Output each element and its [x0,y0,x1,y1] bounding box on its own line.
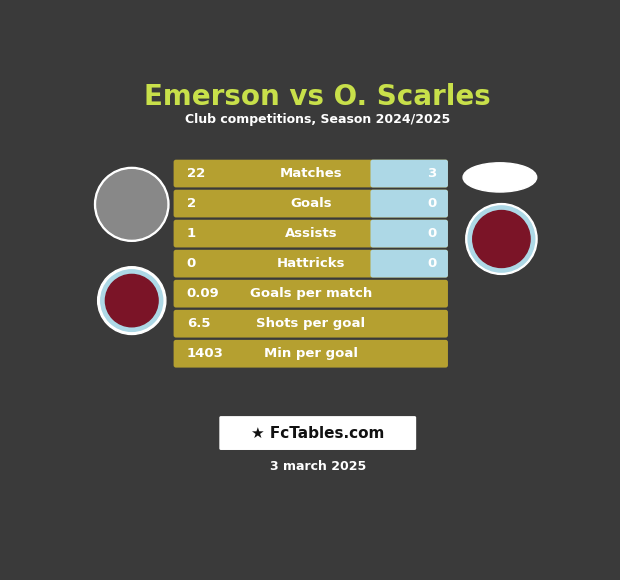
Text: 1: 1 [187,227,196,240]
FancyBboxPatch shape [174,310,448,338]
Text: Min per goal: Min per goal [264,347,358,360]
Text: 1403: 1403 [187,347,224,360]
Text: Club competitions, Season 2024/2025: Club competitions, Season 2024/2025 [185,113,450,126]
Text: 0.09: 0.09 [187,287,219,300]
FancyBboxPatch shape [219,416,416,450]
Text: 2: 2 [187,197,196,210]
FancyBboxPatch shape [371,250,448,277]
Circle shape [100,270,162,331]
FancyBboxPatch shape [174,190,448,218]
Text: 3: 3 [427,167,436,180]
FancyBboxPatch shape [174,250,448,277]
FancyBboxPatch shape [174,340,448,368]
Text: Goals per match: Goals per match [250,287,372,300]
Text: 0: 0 [427,197,436,210]
Text: ★ FcTables.com: ★ FcTables.com [251,426,384,441]
Text: Matches: Matches [280,167,342,180]
FancyBboxPatch shape [371,160,448,187]
Text: Assists: Assists [285,227,337,240]
Text: Hattricks: Hattricks [277,257,345,270]
Text: 6.5: 6.5 [187,317,210,330]
Circle shape [98,267,166,335]
Text: 22: 22 [187,167,205,180]
Text: Emerson vs O. Scarles: Emerson vs O. Scarles [144,82,491,111]
Circle shape [105,274,158,327]
Text: 0: 0 [427,257,436,270]
Circle shape [94,168,169,241]
FancyBboxPatch shape [371,220,448,248]
Circle shape [466,204,537,274]
Text: 3 march 2025: 3 march 2025 [270,459,366,473]
FancyBboxPatch shape [174,280,448,307]
Circle shape [97,170,167,239]
Circle shape [468,206,534,272]
FancyBboxPatch shape [174,220,448,248]
Text: 0: 0 [187,257,196,270]
Circle shape [472,211,530,267]
Text: Shots per goal: Shots per goal [256,317,365,330]
Text: 0: 0 [427,227,436,240]
Ellipse shape [463,163,537,192]
FancyBboxPatch shape [174,160,448,187]
Text: Goals: Goals [290,197,332,210]
FancyBboxPatch shape [371,190,448,218]
